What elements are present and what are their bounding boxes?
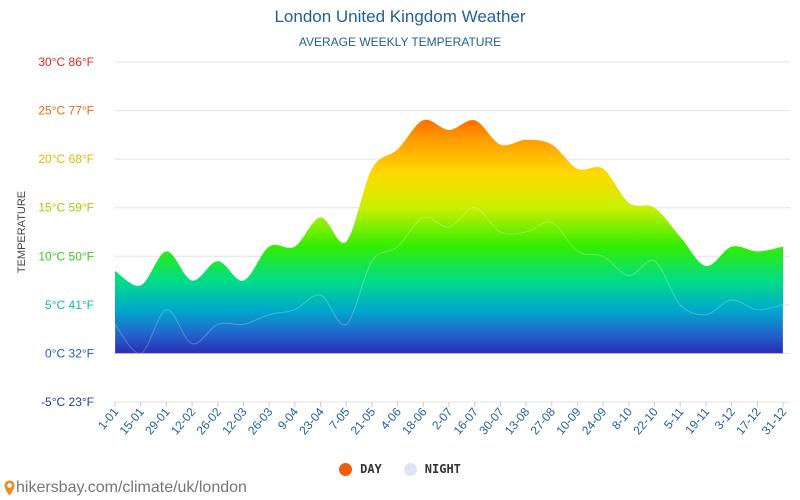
x-tick-label: 19-11 [682,405,712,437]
x-tick-label: 12-03 [219,405,250,438]
y-tick-label: -5°C 23°F [41,395,94,409]
y-tick-label: 20°C 68°F [38,152,94,166]
x-tick-label: 22-10 [630,405,661,438]
x-tick-label: 18-06 [399,405,430,438]
x-tick-label: 27-08 [528,405,559,438]
temperature-areas [114,119,784,354]
x-tick-label: 13-08 [502,405,533,438]
x-tick-label: 10-09 [553,405,584,438]
chart-subtitle: AVERAGE WEEKLY TEMPERATURE [298,35,502,49]
y-axis-tick-labels: 30°C 86°F 25°C 77°F 20°C 68°F 15°C 59°F 10°C… [38,55,94,409]
x-tick-label: 17-12 [733,405,764,438]
chart-title: London United Kingdom Weather [274,7,526,26]
night-temperature-area [114,207,784,354]
x-tick-label: 21-05 [348,405,379,438]
x-tick-label: 26-03 [245,405,276,438]
y-tick-label: 0°C 32°F [45,346,94,360]
y-tick-label: 10°C 50°F [38,249,94,263]
source-link[interactable]: hikersbay.com/climate/uk/london [16,479,247,496]
y-tick-label: 30°C 86°F [38,55,94,69]
legend-day-dot [339,462,353,476]
x-tick-label: 12-02 [168,405,199,438]
x-tick-label: 24-09 [579,405,610,438]
source-footer[interactable]: hikersbay.com/climate/uk/london [4,479,247,497]
legend-night-dot [403,462,417,476]
x-tick-label: 30-07 [476,405,507,438]
y-tick-label: 25°C 77°F [38,104,94,118]
x-tick-label: 31-12 [759,405,790,438]
map-pin-icon [4,480,15,496]
x-tick-label: 15-01 [117,405,148,438]
y-axis-label: TEMPERATURE [16,191,28,273]
legend-item-day[interactable]: DAY [339,462,382,476]
y-tick-label: 5°C 41°F [45,298,94,312]
x-tick-label: 23-04 [296,405,327,438]
legend-item-night[interactable]: NIGHT [403,462,461,476]
y-tick-label: 15°C 59°F [38,201,94,215]
x-tick-label: 29-01 [142,405,173,438]
legend-day-label: DAY [360,462,382,476]
x-tick-label: 26-02 [194,405,225,438]
x-tick-label: 16-07 [451,405,482,438]
chart-legend: DAY NIGHT [0,462,800,476]
legend-night-label: NIGHT [424,462,461,476]
